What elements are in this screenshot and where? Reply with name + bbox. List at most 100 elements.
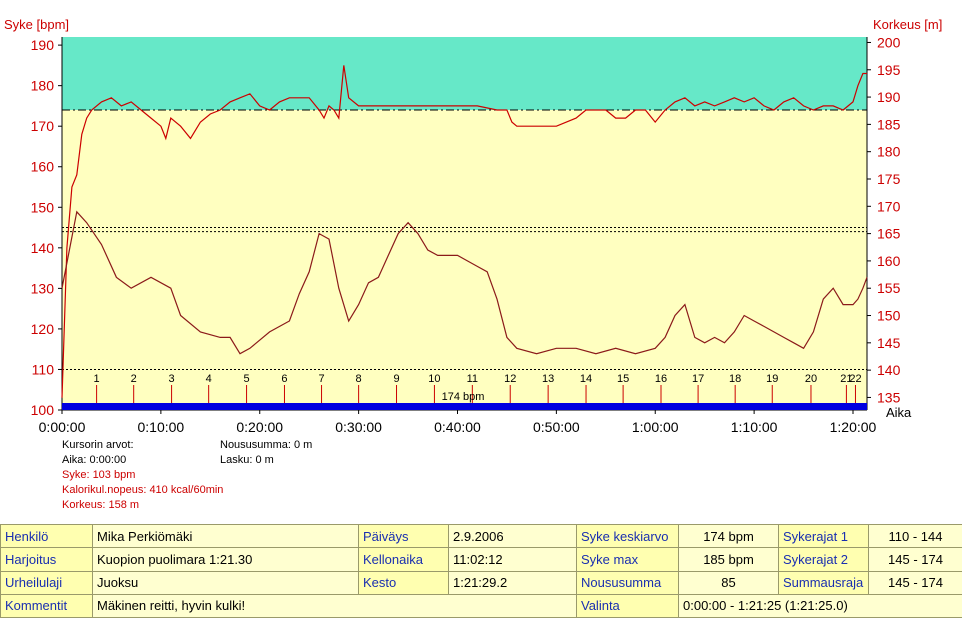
label-date: Päiväys — [358, 523, 449, 549]
lap-label-7: 7 — [318, 373, 324, 385]
left-tick-label-110: 110 — [32, 361, 55, 377]
value-time-of-day[interactable]: 11:02:12 — [448, 547, 577, 572]
zone-mid — [62, 109, 867, 410]
x-tick-label-7: 1:10:00 — [731, 419, 778, 435]
value-sport[interactable]: Juoksu — [92, 570, 359, 595]
label-hr-average: Syke keskiarvo — [576, 523, 679, 549]
lap-label-6: 6 — [281, 373, 287, 385]
lap-label-4: 4 — [206, 373, 212, 385]
label-ascent-sum: Noususumma — [576, 570, 679, 595]
right-tick-label-195: 195 — [877, 62, 901, 78]
right-tick-label-170: 170 — [877, 198, 901, 214]
left-tick-label-170: 170 — [31, 118, 55, 134]
info-row-sport: Urheilulaji Juoksu Kesto 1:21:29.2 Nousu… — [0, 570, 962, 595]
left-tick-label-140: 140 — [31, 240, 55, 256]
value-date[interactable]: 2.9.2006 — [448, 523, 577, 549]
exercise-info-table: Henkilö Mika Perkiömäki Päiväys 2.9.2006… — [0, 523, 962, 618]
info-row-comments: Kommentit Mäkinen reitti, hyvin kulki! V… — [0, 593, 962, 618]
cursor-heading: Kursorin arvot: — [62, 439, 134, 451]
label-sum-limit: Summausraja — [778, 570, 869, 595]
series-line-syke — [61, 65, 867, 398]
lap-label-15: 15 — [617, 373, 629, 385]
x-axis-title: Aika — [886, 405, 912, 420]
label-selection: Valinta — [576, 593, 679, 618]
x-tick-label-8: 1:20:00 — [830, 419, 877, 435]
right-tick-label-155: 155 — [877, 280, 901, 296]
label-hr-limits-2: Sykerajat 2 — [778, 547, 869, 572]
label-hr-max: Syke max — [576, 547, 679, 572]
left-tick-label-160: 160 — [31, 159, 55, 175]
lap-label-1: 1 — [94, 373, 100, 385]
lap-label-22: 22 — [849, 373, 861, 385]
left-tick-label-180: 180 — [31, 78, 55, 94]
left-tick-label-190: 190 — [31, 37, 55, 53]
value-hr-average: 174 bpm — [678, 523, 779, 549]
right-tick-label-180: 180 — [877, 144, 901, 160]
info-row-person: Henkilö Mika Perkiömäki Päiväys 2.9.2006… — [0, 523, 962, 549]
cursor-time: Aika: 0:00:00 — [62, 454, 127, 466]
value-comments[interactable]: Mäkinen reitti, hyvin kulki! — [92, 593, 577, 618]
lap-label-5: 5 — [244, 373, 250, 385]
label-exercise: Harjoitus — [0, 547, 93, 572]
label-time-of-day: Kellonaika — [358, 547, 449, 572]
cursor-calorie-rate: Kalorikul.nopeus: 410 kcal/60min — [62, 484, 224, 496]
value-exercise[interactable]: Kuopion puolimara 1:21.30 — [92, 547, 359, 572]
cursor-hr: Syke: 103 bpm — [62, 469, 136, 481]
average-hr-label: 174 bpm — [442, 391, 485, 403]
lap-label-21: 21 — [840, 373, 852, 385]
lap-label-20: 20 — [805, 373, 817, 385]
cursor-values-panel: Kursorin arvot: Aika: 0:00:00 Syke: 103 … — [62, 438, 223, 513]
right-tick-label-140: 140 — [877, 362, 901, 378]
info-row-exercise: Harjoitus Kuopion puolimara 1:21.30 Kell… — [0, 547, 962, 572]
right-tick-label-185: 185 — [877, 116, 901, 132]
left-axis-title: Syke [bpm] — [4, 17, 70, 32]
value-ascent-sum: 85 — [678, 570, 779, 595]
left-tick-label-100: 100 — [31, 402, 55, 418]
x-tick-label-3: 0:30:00 — [335, 419, 382, 435]
lap-label-16: 16 — [655, 373, 667, 385]
cursor-ascent-panel: Noususumma: 0 m Lasku: 0 m — [220, 438, 312, 468]
series-line-korkeus — [61, 210, 868, 355]
lap-label-9: 9 — [393, 373, 399, 385]
value-person[interactable]: Mika Perkiömäki — [92, 523, 359, 549]
value-hr-limits-1[interactable]: 110 - 144 — [868, 523, 962, 549]
label-duration: Kesto — [358, 570, 449, 595]
value-hr-limits-2[interactable]: 145 - 174 — [868, 547, 962, 572]
right-tick-label-190: 190 — [877, 89, 901, 105]
right-tick-label-165: 165 — [877, 226, 901, 242]
value-selection[interactable]: 0:00:00 - 1:21:25 (1:21:25.0) — [678, 593, 962, 618]
x-tick-label-6: 1:00:00 — [632, 419, 679, 435]
left-tick-label-150: 150 — [31, 199, 55, 215]
lap-label-14: 14 — [580, 373, 592, 385]
zone-high — [62, 37, 867, 110]
left-tick-label-120: 120 — [31, 321, 55, 337]
value-sum-limit[interactable]: 145 - 174 — [868, 570, 962, 595]
label-sport: Urheilulaji — [0, 570, 93, 595]
x-tick-label-2: 0:20:00 — [236, 419, 283, 435]
lap-label-8: 8 — [356, 373, 362, 385]
x-tick-label-0: 0:00:00 — [39, 419, 86, 435]
right-axis-title: Korkeus [m] — [873, 17, 943, 32]
selection-bar — [62, 403, 867, 410]
cursor-ascent: Noususumma: 0 m — [220, 439, 313, 451]
lap-label-10: 10 — [428, 373, 440, 385]
value-hr-max: 185 bpm — [678, 547, 779, 572]
lap-label-2: 2 — [131, 373, 137, 385]
value-duration: 1:21:29.2 — [448, 570, 577, 595]
lap-label-13: 13 — [542, 373, 554, 385]
label-hr-limits-1: Sykerajat 1 — [778, 523, 869, 549]
right-tick-label-160: 160 — [877, 253, 901, 269]
left-tick-label-130: 130 — [31, 280, 55, 296]
lap-label-11: 11 — [467, 373, 478, 385]
right-tick-label-200: 200 — [877, 34, 901, 50]
lap-label-12: 12 — [504, 373, 516, 385]
x-tick-label-4: 0:40:00 — [434, 419, 481, 435]
label-comments: Kommentit — [0, 593, 93, 618]
lap-label-17: 17 — [692, 373, 704, 385]
lap-label-18: 18 — [729, 373, 741, 385]
x-tick-label-1: 0:10:00 — [138, 419, 185, 435]
cursor-altitude: Korkeus: 158 m — [62, 499, 140, 511]
right-tick-label-135: 135 — [877, 389, 901, 405]
cursor-descent: Lasku: 0 m — [220, 454, 274, 466]
